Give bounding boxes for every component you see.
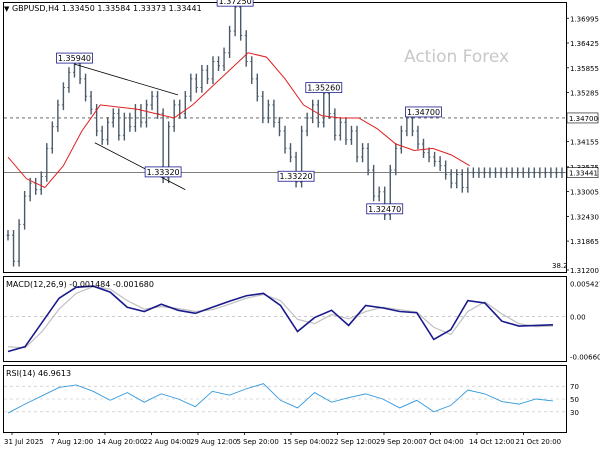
rsi-axis-label: 50 [570, 396, 579, 404]
price-axis-label: 1.31200 [570, 267, 599, 275]
corner-note: 38.2 [552, 262, 568, 270]
x-axis-label: 14 Aug 20:00 [97, 438, 144, 446]
price-axis-label: 1.35855 [570, 65, 599, 73]
x-axis-label: 29 Sep 20:00 [376, 438, 423, 446]
rsi-panel-frame [3, 365, 567, 433]
axis-marker-label: 1.34700 [569, 115, 598, 123]
symbol-dropdown-icon: ▼ [4, 5, 10, 13]
price-label-box [305, 82, 343, 94]
macd-panel-frame [3, 276, 567, 362]
price-axis-label: 1.31865 [570, 238, 599, 246]
macd-signal-line [7, 286, 554, 349]
symbol-title: ▼ GBPUSD,H4 1.33450 1.33584 1.33373 1.33… [4, 4, 202, 13]
price-label: 1.35940 [58, 54, 91, 63]
price-label-box [405, 106, 442, 118]
macd-layer [4, 285, 566, 353]
rsi-layer [4, 383, 566, 414]
price-label-box [366, 203, 404, 215]
symbol-line: GBPUSD,H4 1.33450 1.33584 1.33373 1.3344… [12, 4, 202, 13]
x-axis-label: 22 Sep 12:00 [330, 438, 377, 446]
x-axis-label: 29 Aug 12:00 [190, 438, 237, 446]
rsi-line [7, 383, 554, 414]
price-label-box [216, 0, 254, 7]
price-label: 1.37250 [219, 0, 252, 6]
x-axis-label: 31 Jul 2025 [4, 438, 44, 446]
x-axis-label: 14 Oct 12:00 [469, 438, 515, 446]
macd-axis-label: 0.005427 [570, 280, 600, 288]
axis-marker-label: 1.33441 [569, 170, 598, 178]
axis-marker-box [566, 112, 599, 124]
rsi-title: RSI(14) 46.9613 [6, 369, 71, 378]
axis-marker-box [566, 167, 599, 178]
price-layer: 1.35940 1.33320 1.37250 1.33220 1.35260 1.324… [4, 0, 566, 267]
axis-layer: 1.312001.318651.324301.330051.335751.341… [4, 15, 600, 446]
watermark: Action Forex [404, 47, 509, 67]
price-axis-label: 1.36425 [570, 40, 599, 48]
macd-axis-label: -0.006603 [570, 353, 600, 361]
macd-title: MACD(12,26,9) -0.001484 -0.001680 [6, 280, 154, 289]
price-label: 1.33320 [147, 168, 180, 177]
price-label: 1.35260 [307, 84, 340, 93]
rsi-axis-label: 30 [570, 409, 579, 417]
x-axis-label: 5 Sep 20:00 [237, 438, 279, 446]
price-label: 1.33220 [280, 172, 313, 181]
moving-average-line [7, 52, 470, 189]
price-axis-label: 1.36995 [570, 15, 599, 23]
trendline-1 [94, 142, 186, 190]
price-panel-frame [3, 2, 567, 273]
macd-axis-label: 0.00 [570, 313, 586, 321]
price-label-box [277, 170, 315, 182]
rsi-axis-label: 70 [570, 383, 579, 391]
price-label: 1.32470 [368, 205, 401, 214]
x-axis-label: 21 Oct 20:00 [516, 438, 562, 446]
price-label-box [144, 166, 182, 178]
price-label: 1.34700 [407, 108, 440, 117]
macd-line [7, 285, 554, 353]
price-label-box [56, 52, 93, 64]
price-axis-label: 1.32430 [570, 214, 599, 222]
x-axis-label: 7 Aug 12:00 [51, 438, 94, 446]
x-axis-label: 7 Oct 04:00 [423, 438, 464, 446]
price-axis-label: 1.33005 [570, 189, 599, 197]
price-axis-label: 1.34155 [570, 139, 599, 147]
x-axis-label: 15 Sep 04:00 [283, 438, 330, 446]
price-axis-label: 1.35285 [570, 90, 599, 98]
trendline-0 [74, 63, 179, 96]
x-axis-label: 22 Aug 04:00 [144, 438, 191, 446]
